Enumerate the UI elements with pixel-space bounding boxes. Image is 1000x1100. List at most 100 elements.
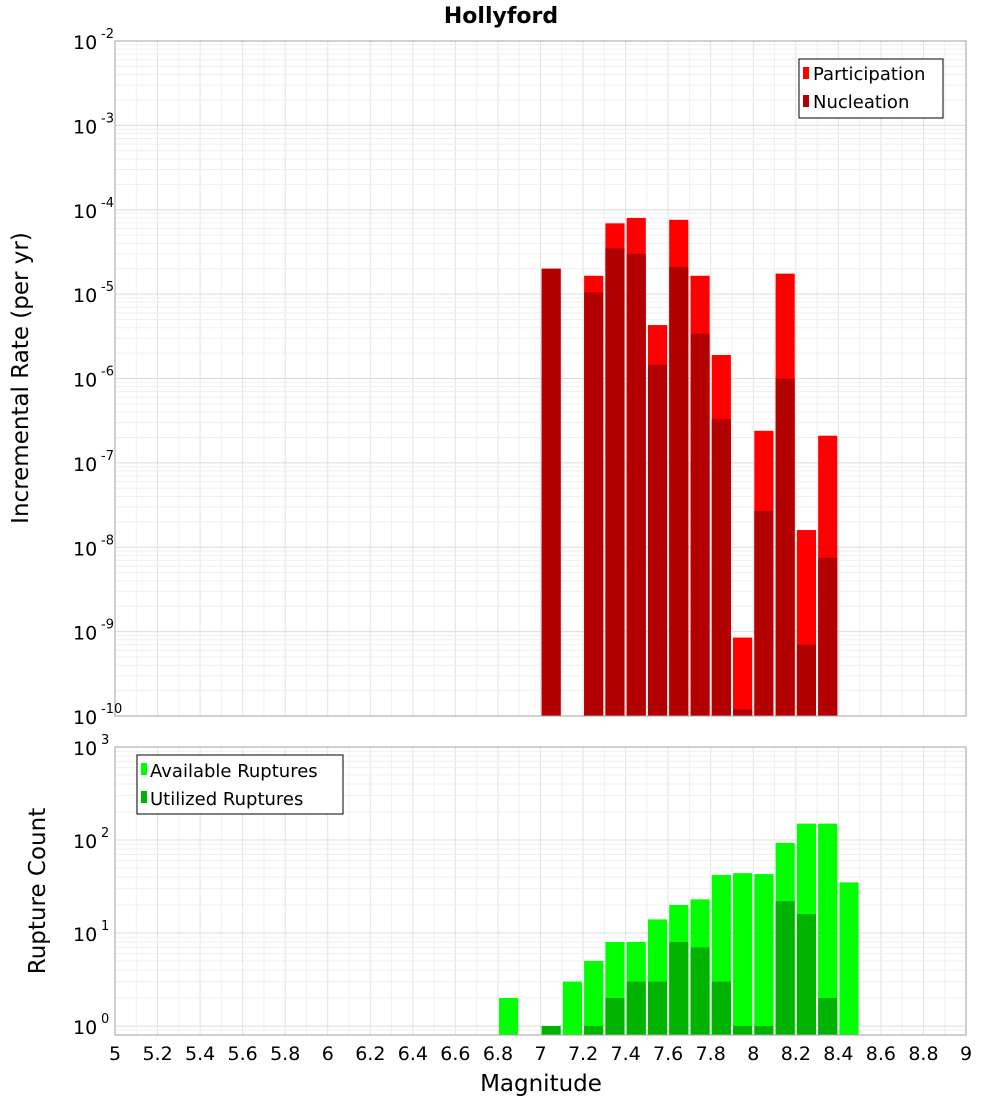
y-tick-label: 10	[73, 707, 97, 729]
bar-nucleation	[818, 557, 838, 716]
x-tick-label: 8	[747, 1043, 759, 1065]
x-tick-labels: 5 5.2 5.4 5.6 5.8 6 6.2 6.4 6.6 6.8 7 7.2 7.4 7.6 7.8 8…	[109, 1043, 972, 1065]
x-tick-label: 5.2	[142, 1043, 172, 1065]
bar-available-ruptures	[562, 981, 582, 1035]
bar-utilized-ruptures	[584, 1025, 604, 1035]
x-tick-label: 8.2	[781, 1043, 811, 1065]
bar-nucleation	[626, 253, 646, 716]
y-tick-label: 10	[73, 538, 97, 560]
bottom-plot-panel: 10 3 10 2 10 1 10 0 5 5.2 5.4 5.6 5.8 6 6.2 6.4 6.6 6.8 7…	[25, 733, 972, 1097]
bar-utilized-ruptures	[775, 901, 795, 1035]
y-tick-exponent: -9	[101, 618, 114, 633]
bar-nucleation	[690, 333, 710, 716]
y-tick-label: 10	[73, 623, 97, 645]
bar-nucleation	[605, 248, 625, 717]
bar-nucleation	[733, 709, 753, 716]
y-tick-exponent: 0	[101, 1012, 109, 1027]
top-legend: Participation Nucleation	[798, 58, 944, 119]
x-tick-label: 5	[109, 1043, 121, 1065]
bar-utilized-ruptures	[711, 981, 731, 1035]
legend-label-participation: Participation	[813, 64, 925, 85]
legend-swatch-available-ruptures	[141, 763, 147, 775]
x-axis-label: Magnitude	[480, 1071, 602, 1097]
bar-utilized-ruptures	[626, 981, 646, 1035]
y-tick-exponent: -4	[101, 196, 114, 211]
bar-available-ruptures	[754, 874, 774, 1035]
legend-swatch-nucleation	[803, 95, 809, 107]
x-tick-label: 7.6	[653, 1043, 683, 1065]
bar-available-ruptures	[733, 873, 753, 1035]
y-tick-label: 10	[73, 1017, 97, 1039]
x-tick-label: 5.4	[185, 1043, 215, 1065]
bar-available-ruptures	[839, 882, 859, 1035]
bar-nucleation	[711, 419, 731, 716]
y-tick-exponent: -2	[101, 27, 114, 42]
y-tick-label: 10	[73, 32, 97, 54]
y-tick-label: 10	[73, 454, 97, 476]
x-tick-label: 6.4	[398, 1043, 428, 1065]
top-y-tick-labels: 10 -2 10 -3 10 -4 10 -5 10 -6 10 -7 10 -8 10 -9 10 -10	[73, 27, 122, 729]
top-grid	[114, 40, 967, 717]
bottom-bars	[499, 823, 859, 1035]
top-plot-panel: 10 -2 10 -3 10 -4 10 -5 10 -6 10 -7 10 -8 10 -9 10 -10 In…	[8, 27, 967, 729]
y-tick-label: 10	[73, 116, 97, 138]
x-tick-label: 6.6	[440, 1043, 470, 1065]
x-tick-label: 8.4	[823, 1043, 853, 1065]
bottom-y-axis-label: Rupture Count	[25, 808, 51, 974]
y-tick-exponent: 2	[101, 826, 109, 841]
bar-utilized-ruptures	[733, 1025, 753, 1035]
y-tick-label: 10	[73, 370, 97, 392]
bar-utilized-ruptures	[541, 1025, 561, 1035]
y-tick-exponent: -5	[101, 280, 114, 295]
bar-available-ruptures	[818, 823, 838, 1035]
y-tick-exponent: -10	[101, 702, 122, 717]
y-tick-exponent: 1	[101, 919, 109, 934]
y-tick-label: 10	[73, 285, 97, 307]
bar-utilized-ruptures	[818, 997, 838, 1035]
x-tick-label: 6.2	[355, 1043, 385, 1065]
bar-utilized-ruptures	[754, 1025, 774, 1035]
bar-utilized-ruptures	[605, 997, 625, 1035]
x-tick-label: 8.8	[908, 1043, 938, 1065]
y-tick-label: 10	[73, 201, 97, 223]
y-tick-exponent: 3	[101, 733, 109, 748]
legend-swatch-participation	[803, 67, 809, 79]
x-tick-label: 9	[960, 1043, 972, 1065]
x-tick-label: 7.8	[696, 1043, 726, 1065]
y-tick-label: 10	[73, 924, 97, 946]
x-tick-label: 7.4	[610, 1043, 640, 1065]
bar-utilized-ruptures	[647, 981, 668, 1035]
top-y-axis-label: Incremental Rate (per yr)	[8, 232, 34, 524]
x-tick-label: 7.2	[568, 1043, 598, 1065]
y-tick-exponent: -8	[101, 533, 114, 548]
bottom-y-tick-labels: 10 3 10 2 10 1 10 0	[73, 733, 109, 1039]
x-tick-label: 7	[534, 1043, 546, 1065]
bar-nucleation	[754, 510, 774, 716]
bar-participation	[733, 637, 753, 716]
bar-utilized-ruptures	[669, 942, 689, 1035]
bar-nucleation	[796, 644, 817, 716]
bottom-legend: Available Ruptures Utilized Ruptures	[136, 754, 344, 815]
bar-nucleation	[584, 292, 604, 716]
bar-utilized-ruptures	[796, 914, 817, 1035]
bar-available-ruptures	[584, 960, 604, 1035]
chart-title: Hollyford	[444, 4, 558, 29]
top-bars	[541, 217, 838, 717]
bar-nucleation	[669, 266, 689, 716]
y-tick-exponent: -7	[101, 449, 114, 464]
x-tick-label: 5.6	[228, 1043, 258, 1065]
legend-label-available-ruptures: Available Ruptures	[150, 761, 318, 782]
legend-label-nucleation: Nucleation	[813, 92, 909, 113]
x-tick-label: 8.6	[866, 1043, 896, 1065]
y-tick-label: 10	[73, 831, 97, 853]
bar-nucleation	[541, 268, 561, 716]
x-tick-label: 6	[322, 1043, 334, 1065]
bar-nucleation	[647, 364, 668, 716]
legend-swatch-utilized-ruptures	[141, 791, 147, 803]
y-tick-label: 10	[73, 738, 97, 760]
bar-nucleation	[775, 378, 795, 716]
y-tick-exponent: -3	[101, 111, 114, 126]
bar-available-ruptures	[499, 997, 519, 1035]
y-tick-exponent: -6	[101, 365, 114, 380]
